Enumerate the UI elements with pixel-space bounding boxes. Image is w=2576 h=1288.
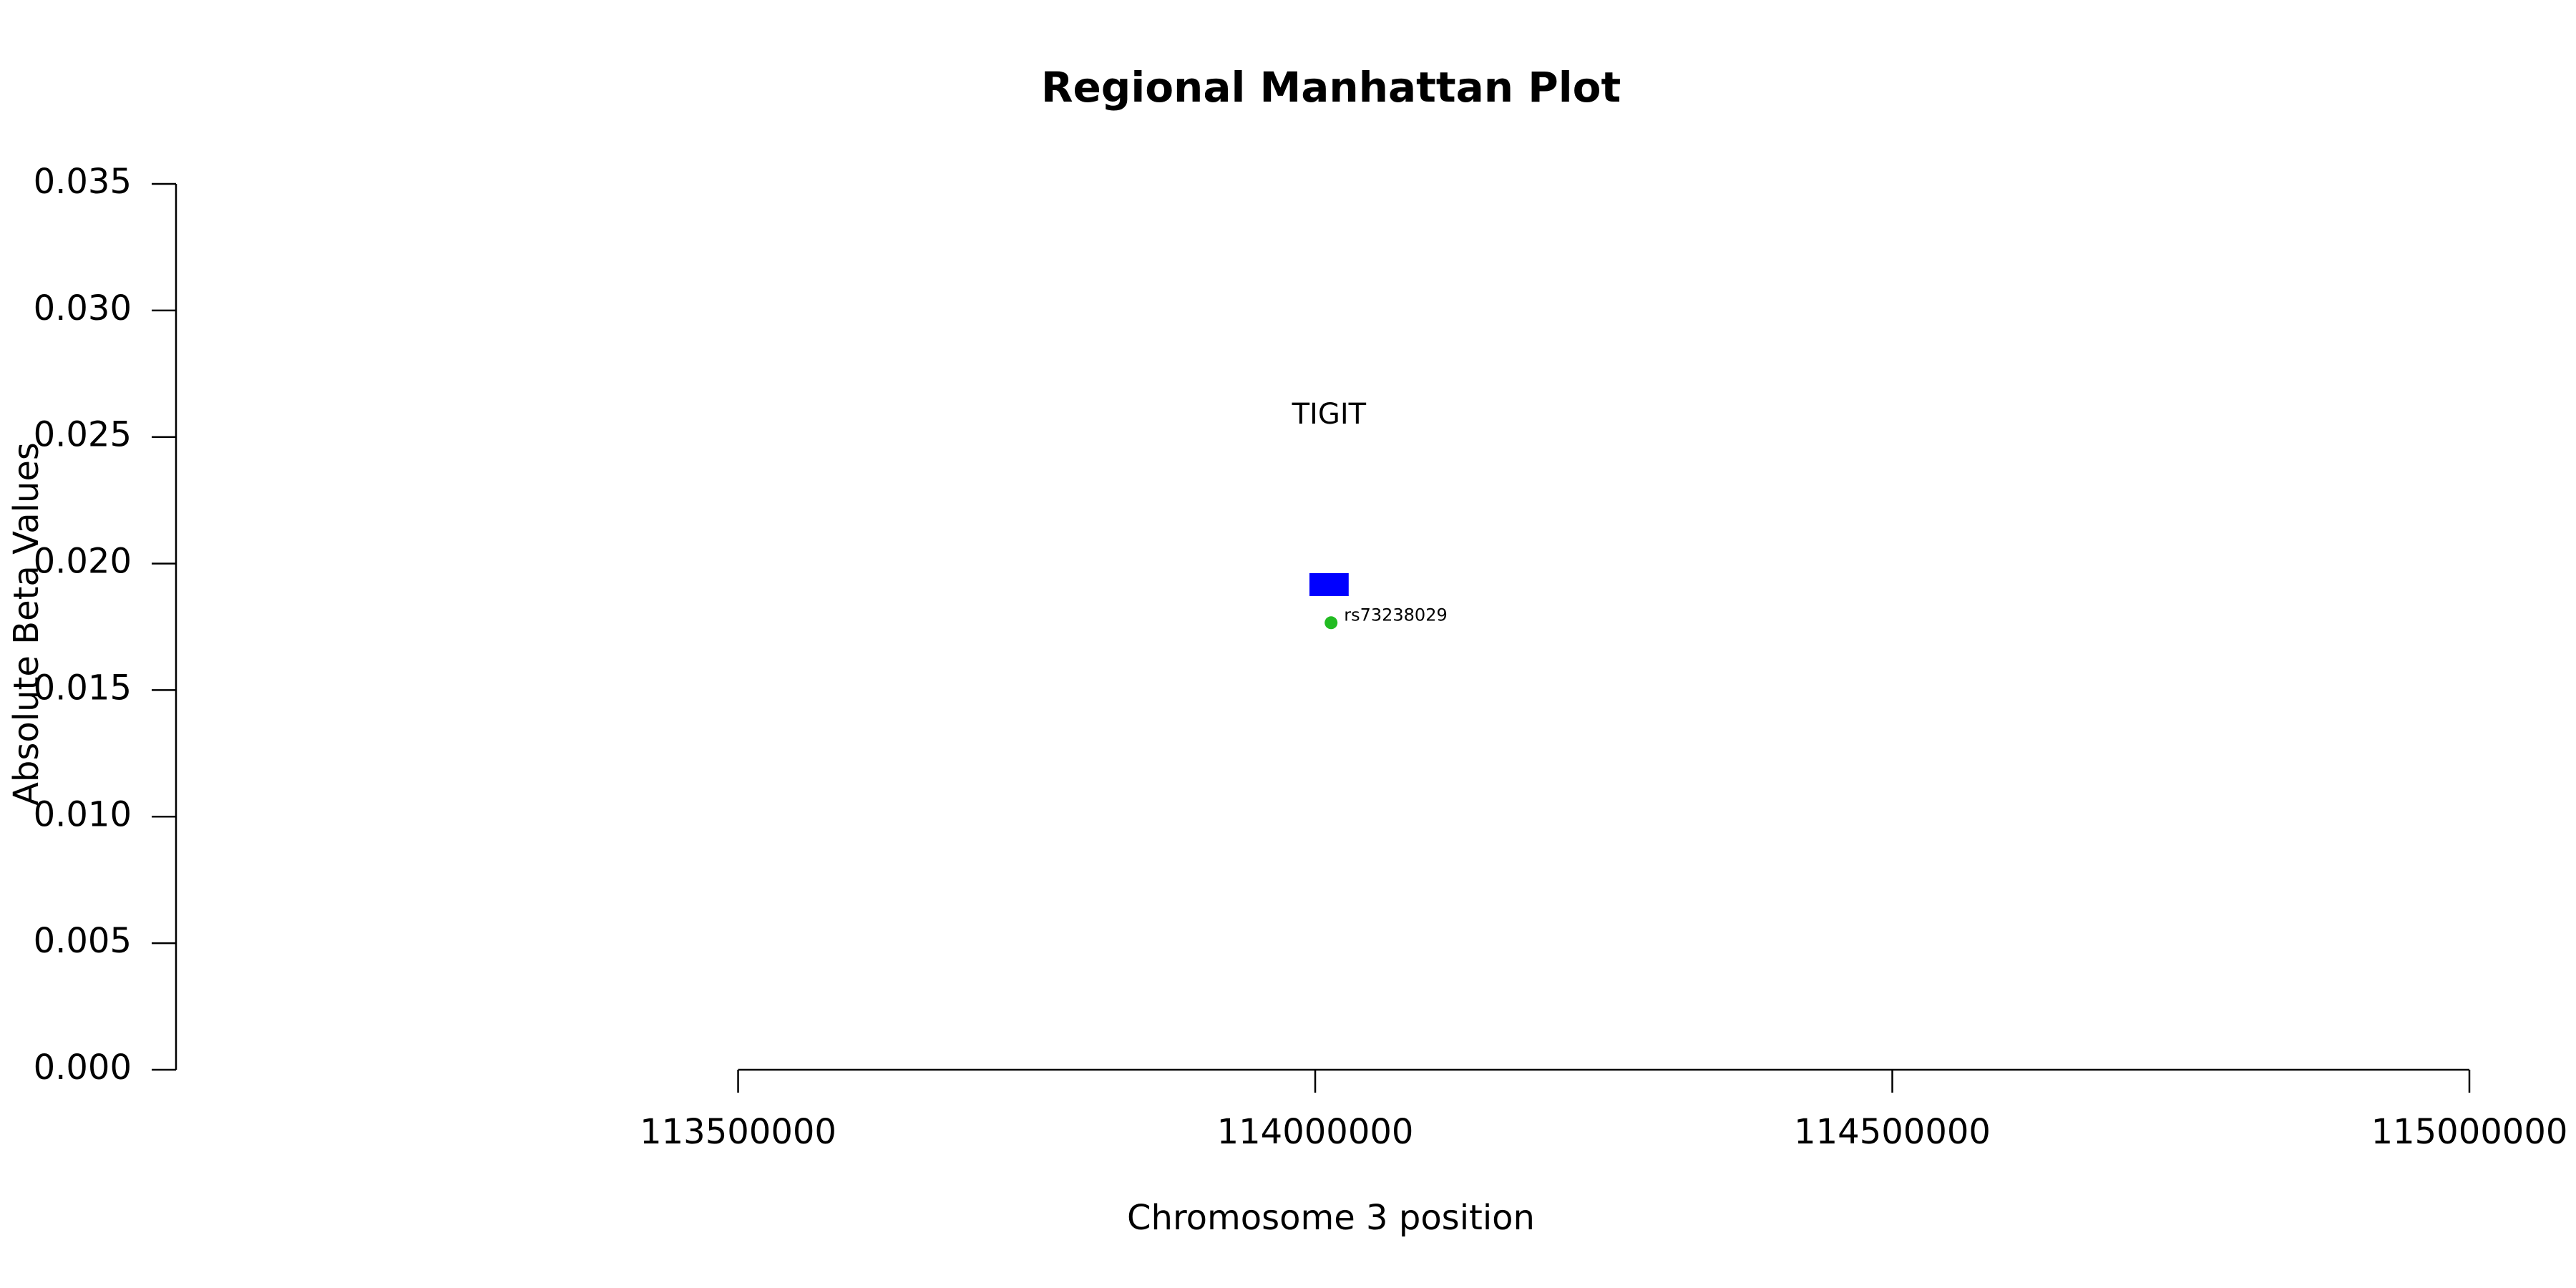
y-tick-label: 0.005	[34, 921, 132, 961]
y-tick-label: 0.020	[34, 542, 132, 582]
y-tick-label: 0.030	[34, 288, 132, 328]
x-axis-title: Chromosome 3 position	[1127, 1198, 1535, 1238]
y-axis-title: Absolute Beta Values	[6, 442, 47, 806]
y-tick-label: 0.010	[34, 794, 132, 834]
chart-title: Regional Manhattan Plot	[1041, 63, 1621, 112]
y-tick-label: 0.025	[34, 415, 132, 455]
gene-label: TIGIT	[1292, 398, 1367, 431]
x-tick-label: 115000000	[2371, 1112, 2568, 1152]
snp-point	[1324, 616, 1338, 630]
gene-box	[1309, 573, 1349, 596]
y-tick-label: 0.000	[34, 1048, 132, 1088]
snp-label: rs73238029	[1344, 605, 1448, 625]
x-tick-label: 114000000	[1217, 1112, 1414, 1152]
y-tick-label: 0.015	[34, 668, 132, 708]
x-tick-label: 113500000	[640, 1112, 836, 1152]
y-tick-label: 0.035	[34, 162, 132, 202]
x-tick-label: 114500000	[1794, 1112, 1991, 1152]
